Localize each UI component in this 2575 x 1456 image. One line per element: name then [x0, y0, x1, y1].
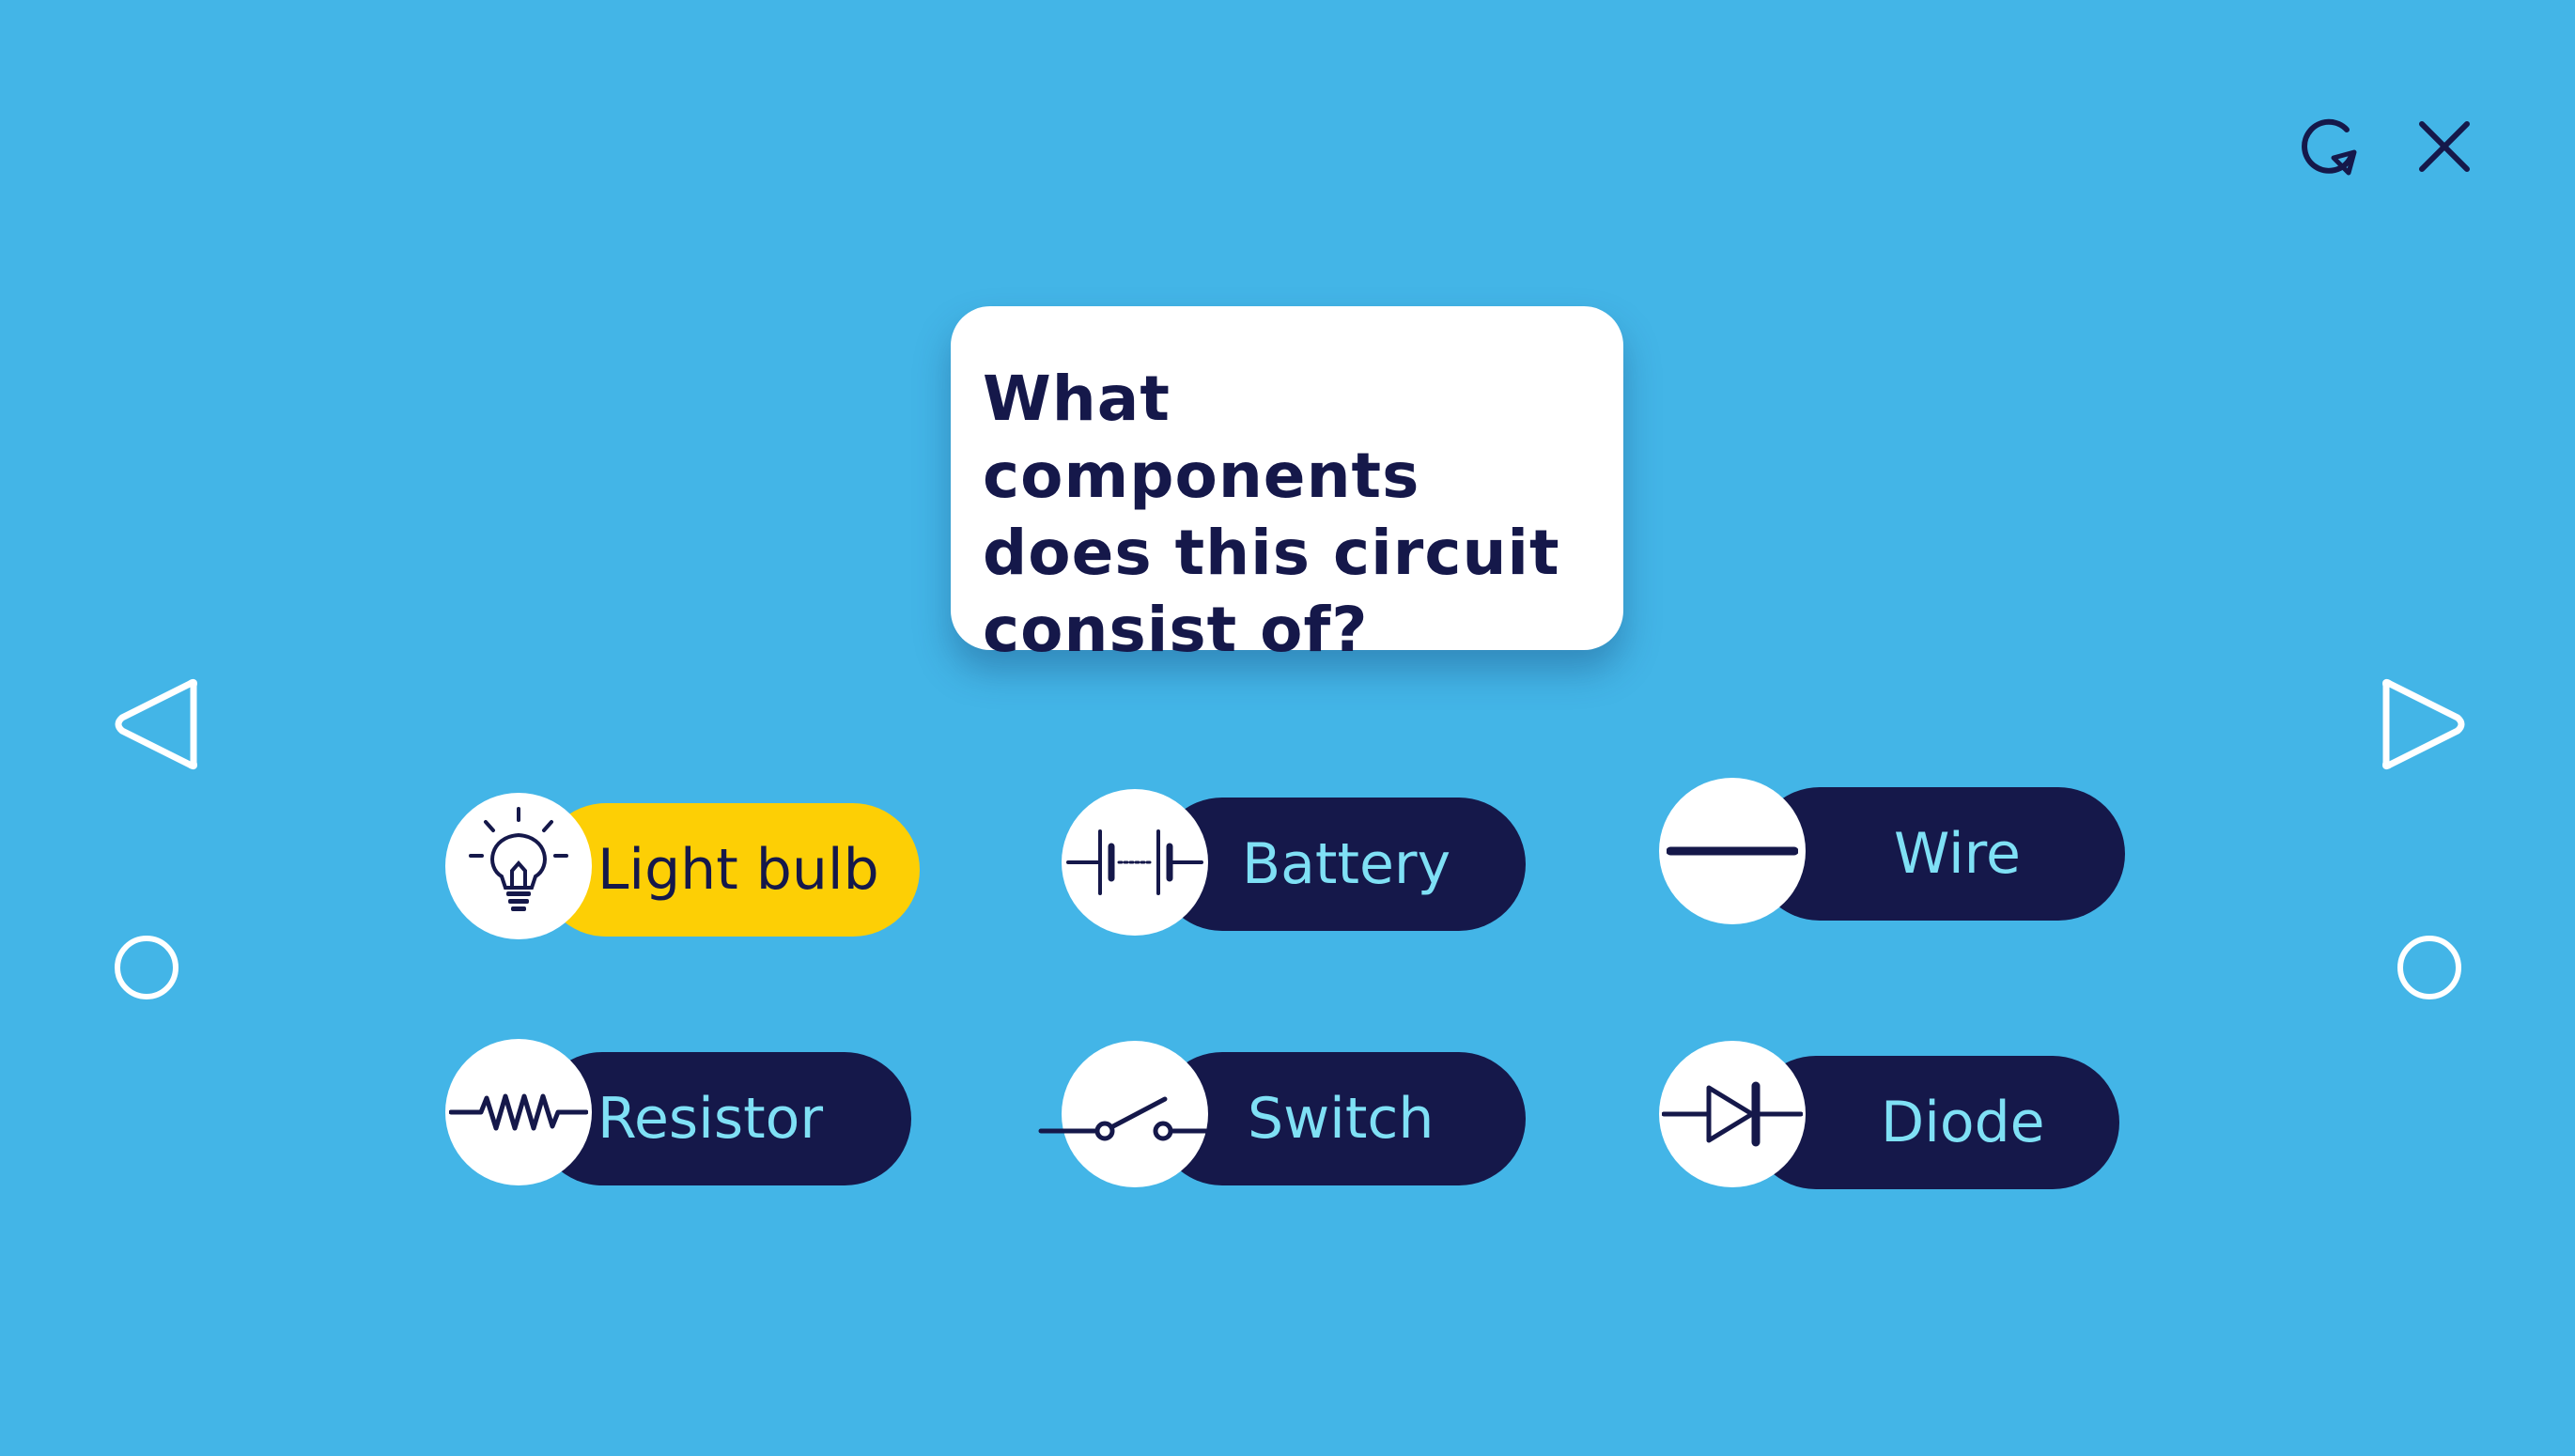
answer-icon-badge [1659, 778, 1806, 924]
right-circle-decoration [2397, 936, 2461, 999]
answer-pill: Wire [1753, 787, 2125, 921]
answer-switch[interactable]: Switch [1037, 1041, 1526, 1191]
wire-symbol-icon [1667, 846, 1798, 856]
answer-pill: Diode [1749, 1056, 2119, 1189]
answer-label: Switch [1248, 1086, 1435, 1152]
next-button[interactable] [2375, 674, 2469, 774]
answer-pill: Light bulb [539, 803, 920, 937]
answer-label: Battery [1242, 831, 1451, 897]
close-icon [2419, 121, 2470, 172]
answer-icon-badge [1062, 789, 1208, 936]
diode-symbol-icon [1662, 1081, 1803, 1147]
answer-light-bulb[interactable]: Light bulb [445, 791, 920, 941]
resistor-symbol-icon [449, 1093, 588, 1131]
battery-symbol-icon [1066, 829, 1203, 895]
restart-button[interactable] [2290, 109, 2366, 184]
answer-icon-badge [445, 1039, 592, 1185]
question-line-2: does this circuit [983, 517, 1560, 589]
answer-label: Wire [1894, 821, 2021, 887]
answer-label: Resistor [597, 1086, 823, 1152]
answer-icon-badge [445, 793, 592, 939]
answer-icon-badge [1659, 1041, 1806, 1187]
triangle-left-icon [115, 678, 197, 770]
light-bulb-icon [469, 807, 568, 911]
left-circle-decoration [115, 936, 178, 999]
answer-label: Light bulb [597, 837, 879, 903]
answer-wire[interactable]: Wire [1659, 778, 2125, 928]
answer-resistor[interactable]: Resistor [445, 1039, 911, 1189]
question-card: What components does this circuit consis… [951, 306, 1623, 666]
restart-icon [2302, 118, 2357, 176]
answer-pill: Battery [1156, 798, 1526, 931]
question-line-1: What components [983, 363, 1420, 512]
question-line-3: consist of? [983, 594, 1369, 666]
answer-label: Diode [1881, 1090, 2045, 1155]
answer-battery[interactable]: Battery [1062, 787, 1526, 937]
switch-symbol-icon [1038, 1096, 1209, 1141]
answer-pill: Switch [1156, 1052, 1526, 1185]
answer-pill: Resistor [535, 1052, 911, 1185]
question-text: What components does this circuit consis… [983, 361, 1591, 669]
previous-button[interactable] [111, 674, 205, 774]
answer-diode[interactable]: Diode [1659, 1041, 2119, 1191]
close-button[interactable] [2407, 109, 2482, 184]
triangle-right-icon [2382, 678, 2465, 770]
